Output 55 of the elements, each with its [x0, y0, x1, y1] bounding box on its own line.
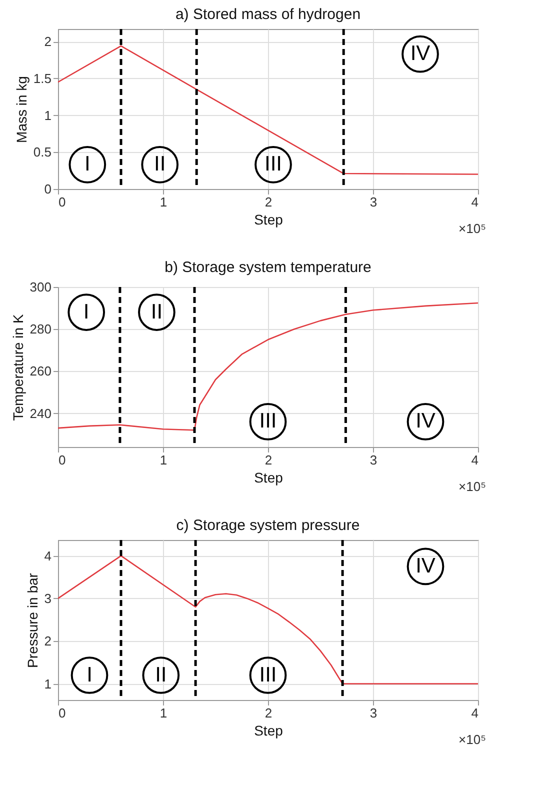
x-tick-label: 3 — [370, 452, 378, 468]
y-tick-label: 2 — [44, 634, 52, 649]
y-tick-label: 3 — [44, 590, 52, 606]
annotation: III — [259, 663, 277, 686]
x-tick-label: 2 — [264, 452, 272, 468]
x-axis-title: Step — [254, 722, 284, 738]
x-tick-label: 3 — [370, 706, 378, 720]
line-series — [58, 555, 478, 684]
x-tick-label: 4 — [471, 706, 478, 720]
x-tick-label: 1 — [160, 194, 168, 210]
y-tick-label: 0.5 — [33, 144, 52, 160]
annotation: II — [154, 152, 166, 176]
y-tick-label: 1 — [44, 676, 52, 692]
y-axis-title: Mass in kg — [13, 76, 30, 143]
x-tick-label: 0 — [58, 194, 66, 210]
line-series — [58, 302, 478, 431]
annotation: II — [150, 300, 163, 324]
x-tick-label: 0 — [58, 706, 66, 720]
y-tick-label: 1 — [44, 108, 52, 123]
annotation: II — [155, 663, 167, 686]
y-axis-title: Pressure in bar — [24, 572, 40, 668]
annotation: III — [259, 410, 277, 433]
y-tick-label: 300 — [30, 280, 52, 294]
annotation: IV — [410, 42, 430, 66]
annotation: I — [84, 152, 90, 176]
chart-title: b) Storage system temperature — [164, 259, 372, 276]
y-tick-label: 0 — [44, 182, 52, 196]
chart-title: c) Storage system pressure — [176, 516, 360, 534]
annotation: IV — [416, 554, 436, 578]
y-tick-label: 260 — [30, 364, 52, 379]
chart-title: a) Stored mass of hydrogen — [175, 6, 361, 23]
text: ×10⁵ — [458, 221, 486, 236]
x-tick-label: 1 — [160, 452, 168, 468]
line-series — [58, 45, 478, 175]
annotation: IV — [416, 410, 436, 433]
y-tick-label: 1.5 — [33, 70, 52, 86]
y-axis-title: Temperature in K — [10, 314, 26, 421]
y-tick-label: 4 — [44, 548, 52, 564]
y-tick-label: 2 — [44, 34, 52, 50]
x-tick-label: 1 — [160, 706, 168, 720]
x-axis-title: Step — [254, 212, 284, 228]
x-tick-label: 2 — [264, 706, 272, 720]
x-tick-label: 0 — [58, 452, 66, 468]
x-tick-label: 2 — [264, 194, 272, 210]
x-tick-label: 4 — [471, 452, 478, 468]
x-tick-label: 3 — [370, 194, 378, 210]
text: ×10⁵ — [458, 479, 486, 494]
annotation: I — [83, 300, 90, 324]
text: ×10⁵ — [458, 732, 486, 747]
annotation: III — [264, 152, 282, 176]
y-tick-label: 280 — [30, 322, 52, 337]
annotation: I — [86, 663, 92, 686]
x-tick-label: 4 — [471, 194, 478, 210]
x-axis-title: Step — [254, 470, 284, 486]
y-tick-label: 240 — [30, 406, 52, 421]
